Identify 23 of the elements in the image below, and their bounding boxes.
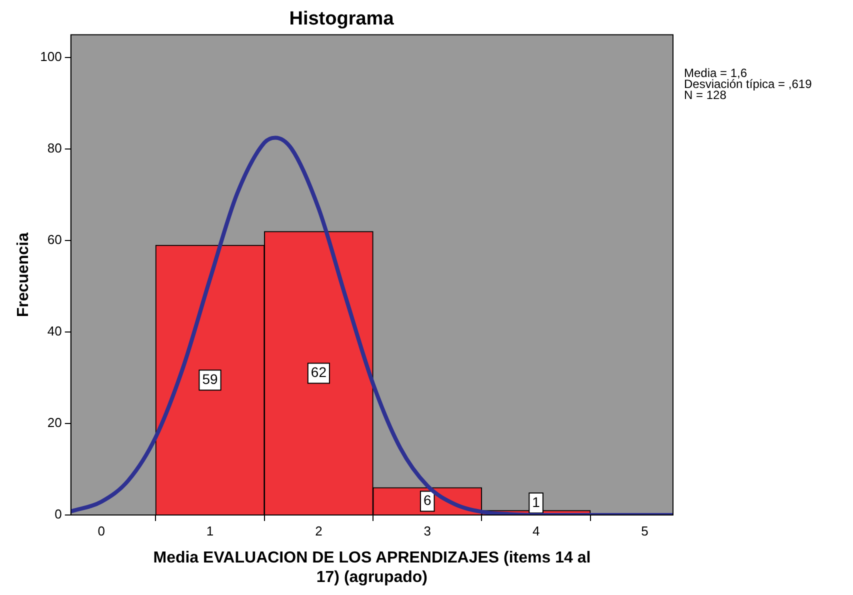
y-tick-label: 80 [47, 140, 62, 156]
x-tick-label: 0 [98, 523, 105, 538]
line-series [70, 136, 673, 515]
y-tick-label: 20 [47, 415, 62, 430]
x-tick-label: 3 [424, 523, 431, 538]
x-tick-label: 5 [641, 523, 648, 538]
y-tick-label: 40 [47, 324, 62, 339]
y-tick-label: 0 [54, 506, 62, 522]
text: N = 128 [684, 88, 726, 102]
y-axis-title: Frecuencia [15, 232, 32, 318]
y-tick-label: 100 [40, 49, 62, 64]
x-tick-label: 1 [206, 523, 214, 538]
x-axis-title: Media EVALUACION DE LOS APRENDIZAJES (items 14 al 17) (agrupado) [153, 550, 591, 586]
data-label: 1 [532, 494, 540, 510]
data-label: 59 [202, 370, 218, 387]
y-tick-label: 60 [47, 232, 62, 248]
x-tick-label: 2 [315, 523, 322, 538]
data-label: 6 [423, 492, 432, 508]
data-label: 62 [310, 364, 327, 380]
text: Desviación típica = ,619 [684, 77, 812, 91]
chart-title: Histograma [289, 8, 394, 30]
text: Media = 1,6 [684, 66, 748, 80]
x-tick-label: 4 [532, 523, 540, 538]
